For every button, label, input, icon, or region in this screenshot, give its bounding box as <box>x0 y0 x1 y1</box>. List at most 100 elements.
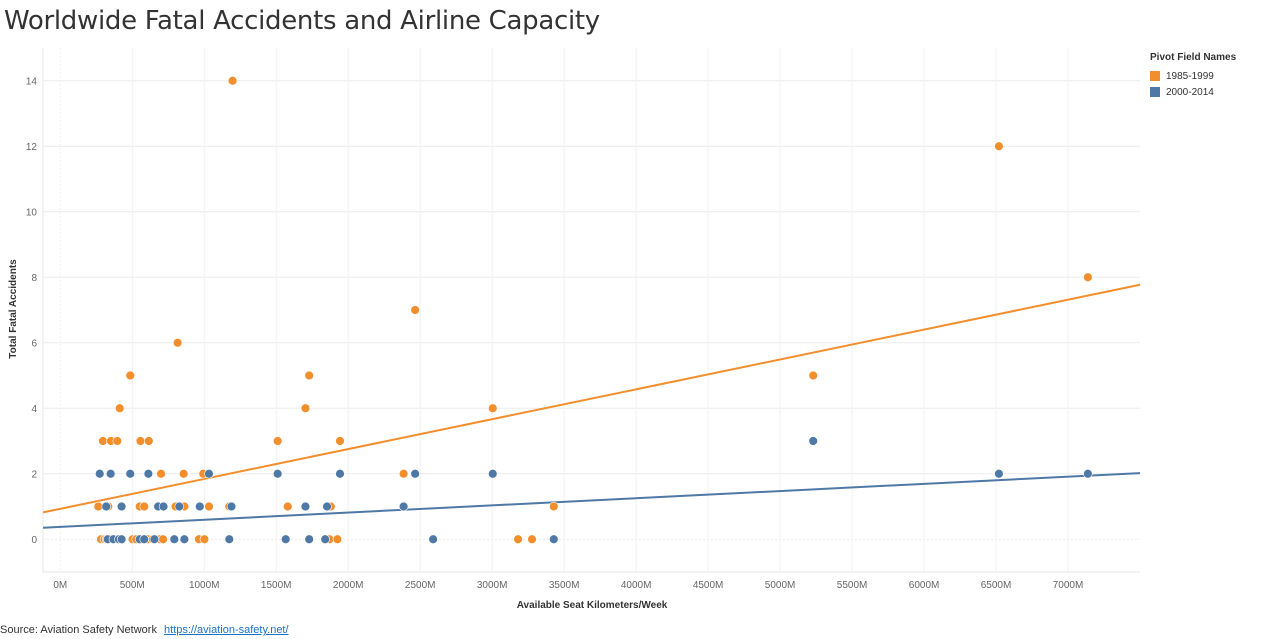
data-point-1985-1999[interactable] <box>398 469 409 479</box>
data-point-1985-1999[interactable] <box>135 436 146 446</box>
data-point-2000-2014[interactable] <box>410 469 420 479</box>
x-tick-label: 4000M <box>621 580 652 591</box>
legend-swatch-blue <box>1150 87 1160 97</box>
source-prefix: Source: <box>0 624 38 636</box>
data-point-1985-1999[interactable] <box>158 534 168 544</box>
data-point-1985-1999[interactable] <box>115 403 125 413</box>
data-point-1985-1999[interactable] <box>994 141 1004 151</box>
data-point-2000-2014[interactable] <box>179 534 190 544</box>
y-tick-label: 2 <box>31 469 37 480</box>
x-tick-label: 4500M <box>693 580 724 591</box>
data-point-1985-1999[interactable] <box>156 469 166 479</box>
x-tick-label: 2500M <box>405 580 436 591</box>
data-point-2000-2014[interactable] <box>428 534 438 544</box>
trend-line-2000-2014 <box>42 472 1141 529</box>
x-tick-label: 5000M <box>765 580 796 591</box>
data-point-1985-1999[interactable] <box>488 403 498 413</box>
data-point-2000-2014[interactable] <box>95 469 105 479</box>
x-tick-label: 1500M <box>261 580 292 591</box>
data-point-2000-2014[interactable] <box>105 469 116 479</box>
data-point-1985-1999[interactable] <box>300 403 311 413</box>
y-tick-label: 12 <box>26 142 38 153</box>
data-point-2000-2014[interactable] <box>549 534 559 544</box>
data-point-2000-2014[interactable] <box>116 534 127 544</box>
data-point-1985-1999[interactable] <box>227 76 238 86</box>
data-point-1985-1999[interactable] <box>112 436 122 446</box>
legend-label: 2000-2014 <box>1166 86 1214 98</box>
data-point-1985-1999[interactable] <box>178 469 189 479</box>
data-point-2000-2014[interactable] <box>320 534 330 544</box>
y-tick-label: 6 <box>31 338 37 349</box>
source-name: Aviation Safety Network <box>40 624 157 636</box>
data-points <box>93 76 1093 544</box>
data-point-2000-2014[interactable] <box>204 469 214 479</box>
trend-line-1985-1999 <box>42 283 1141 514</box>
y-axis-title: Total Fatal Accidents <box>8 259 19 359</box>
data-point-2000-2014[interactable] <box>101 501 111 512</box>
data-point-1985-1999[interactable] <box>139 501 149 512</box>
grid-lines <box>42 48 1140 573</box>
x-tick-label: 2000M <box>333 580 364 591</box>
data-point-2000-2014[interactable] <box>281 534 291 544</box>
data-point-2000-2014[interactable] <box>300 501 311 512</box>
legend-item-2000-2014[interactable]: 2000-2014 <box>1150 84 1236 100</box>
data-point-1985-1999[interactable] <box>98 436 108 446</box>
data-point-2000-2014[interactable] <box>226 501 237 512</box>
data-point-2000-2014[interactable] <box>304 534 314 544</box>
legend-item-1985-1999[interactable]: 1985-1999 <box>1150 68 1236 84</box>
x-tick-label: 5500M <box>837 580 868 591</box>
x-tick-label: 6000M <box>909 580 940 591</box>
data-point-2000-2014[interactable] <box>1083 469 1093 479</box>
data-point-2000-2014[interactable] <box>322 501 332 512</box>
source-note: Source: Aviation Safety Network https://… <box>0 624 289 636</box>
chart-title: Worldwide Fatal Accidents and Airline Ca… <box>4 6 600 36</box>
data-point-1985-1999[interactable] <box>1083 272 1093 282</box>
data-point-2000-2014[interactable] <box>169 534 179 544</box>
x-tick-label: 1000M <box>189 580 220 591</box>
data-point-2000-2014[interactable] <box>398 501 409 512</box>
x-tick-label: 7000M <box>1053 580 1084 591</box>
data-point-1985-1999[interactable] <box>204 501 214 512</box>
data-point-2000-2014[interactable] <box>116 501 127 512</box>
data-point-2000-2014[interactable] <box>149 534 160 544</box>
source-link[interactable]: https://aviation-safety.net/ <box>164 624 289 636</box>
data-point-2000-2014[interactable] <box>224 534 234 544</box>
data-point-2000-2014[interactable] <box>808 436 818 446</box>
data-point-2000-2014[interactable] <box>143 469 154 479</box>
data-point-1985-1999[interactable] <box>144 436 154 446</box>
data-point-2000-2014[interactable] <box>272 469 283 479</box>
trend-lines <box>42 283 1141 529</box>
data-point-2000-2014[interactable] <box>195 501 205 512</box>
data-point-1985-1999[interactable] <box>808 370 818 381</box>
data-point-1985-1999[interactable] <box>410 305 420 315</box>
data-point-2000-2014[interactable] <box>488 469 498 479</box>
y-axis-ticks: 0 2 4 6 8 10 12 14 <box>26 76 38 546</box>
data-point-2000-2014[interactable] <box>335 469 345 479</box>
x-tick-label: 6500M <box>981 580 1012 591</box>
data-point-2000-2014[interactable] <box>158 501 169 512</box>
data-point-1985-1999[interactable] <box>335 436 345 446</box>
x-tick-label: 3000M <box>477 580 508 591</box>
x-tick-label: 0M <box>53 580 67 591</box>
data-point-1985-1999[interactable] <box>172 338 183 348</box>
data-point-1985-1999[interactable] <box>304 370 314 381</box>
data-point-2000-2014[interactable] <box>139 534 149 544</box>
data-point-2000-2014[interactable] <box>174 501 185 512</box>
data-point-1985-1999[interactable] <box>93 501 103 512</box>
legend-title: Pivot Field Names <box>1150 52 1237 63</box>
x-tick-label: 3500M <box>549 580 580 591</box>
data-point-1985-1999[interactable] <box>549 501 559 512</box>
data-point-1985-1999[interactable] <box>513 534 523 544</box>
legend-label: 1985-1999 <box>1166 70 1214 82</box>
data-point-2000-2014[interactable] <box>125 469 135 479</box>
data-point-1985-1999[interactable] <box>332 534 343 544</box>
y-tick-label: 10 <box>26 207 38 218</box>
data-point-2000-2014[interactable] <box>994 469 1004 479</box>
data-point-1985-1999[interactable] <box>527 534 537 544</box>
data-point-1985-1999[interactable] <box>199 534 210 544</box>
data-point-1985-1999[interactable] <box>272 436 283 446</box>
x-axis-ticks: 0M 500M 1000M 1500M 2000M 2500M 3000M 3500M 4000… <box>53 580 1083 591</box>
data-point-1985-1999[interactable] <box>125 370 135 381</box>
data-point-1985-1999[interactable] <box>283 501 293 512</box>
